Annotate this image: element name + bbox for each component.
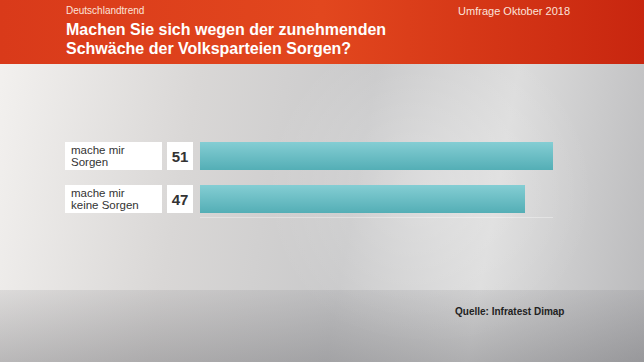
header-label: Deutschlandtrend	[66, 5, 144, 16]
title: Machen Sie sich wegen der zunehmenden Sc…	[66, 20, 436, 58]
category-box: mache mir Sorgen	[65, 142, 162, 170]
value-box: 47	[167, 185, 193, 213]
data-label: 47	[167, 191, 193, 208]
category-box: mache mir keine Sorgen	[65, 185, 162, 213]
stage: Deutschlandtrend Umfrage Oktober 2018 Mach…	[0, 0, 644, 362]
date-label: Umfrage Oktober 2018	[458, 5, 570, 17]
bar	[200, 142, 553, 170]
category-label: mache mir Sorgen	[71, 144, 151, 168]
plot-area	[200, 138, 553, 228]
x-axis-line	[200, 217, 553, 218]
category-label: mache mir keine Sorgen	[71, 187, 151, 211]
bar	[200, 185, 525, 213]
source: Quelle: Infratest Dimap	[455, 306, 564, 317]
bg-floor	[0, 290, 644, 362]
value-box: 51	[167, 142, 193, 170]
data-label: 51	[167, 148, 193, 165]
